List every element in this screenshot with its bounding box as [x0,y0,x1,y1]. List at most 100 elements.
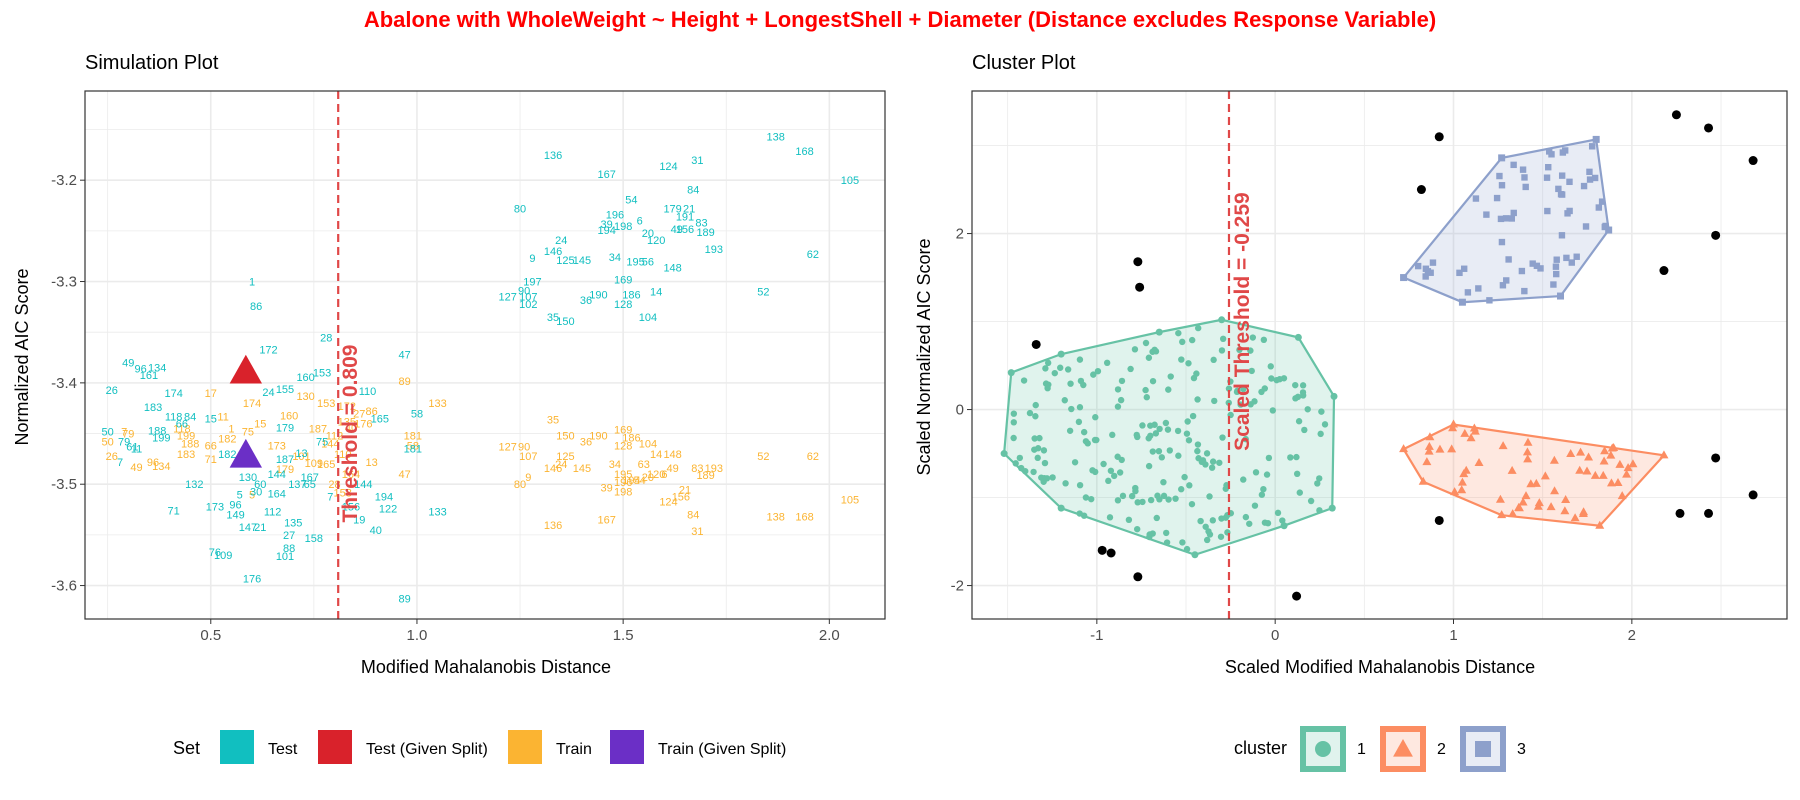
cluster-2-point [1508,509,1518,518]
cluster-1-point [1293,453,1300,461]
cluster-legend-circle-icon [1315,741,1331,757]
cluster-1-point [1202,523,1209,530]
train-point-label: 176 [354,418,372,430]
cluster-1-point [1225,399,1232,406]
cluster-3-point [1502,215,1510,222]
test-point-label: 30 [250,486,262,498]
cluster-1-point [1016,454,1024,462]
test-point-label: 169 [614,274,632,286]
cluster-1-point [1190,374,1198,382]
cluster-1-point [1184,418,1191,425]
cluster-1-point [1032,413,1039,420]
test-point-label: 181 [404,444,422,456]
cluster-legend-title: cluster [1234,738,1287,758]
cluster-1-point [1026,409,1034,417]
train-point-label: 17 [205,388,217,400]
train-point-label: 172 [338,401,356,413]
test-point-label: 167 [597,169,615,181]
cluster-1-point [1133,525,1141,533]
cluster-1-point [1007,369,1015,377]
cluster-1-point [1118,456,1125,464]
test-point-label: 13 [295,448,307,460]
cluster-3-point [1521,174,1528,181]
test-point-label: 28 [320,332,332,344]
cluster-1-point [1080,512,1088,519]
test-point-label: 5 [237,489,243,501]
cluster-1-point [1203,536,1211,544]
cluster-x-tick-label: 1 [1449,627,1457,644]
cluster-legend-label: 3 [1517,741,1526,758]
cluster-1-point [1194,441,1202,448]
cluster-1-point [1165,496,1172,503]
cluster-2-point [1540,471,1550,480]
cluster-2-point [1469,423,1479,432]
train-point-label: 190 [589,431,607,443]
cluster-2-point [1659,450,1669,459]
train-point-label: 21 [679,484,691,496]
cluster-1-point [1167,373,1174,380]
outlier-point [1031,339,1041,349]
cluster-1-point [1125,516,1133,524]
cluster-1-point [1316,475,1323,482]
test-point-label: 47 [398,349,410,361]
test-point-label: 7 [327,491,333,503]
cluster-1-point [1154,492,1161,499]
cluster-1-point [1127,365,1134,373]
cluster-2-point [1575,465,1585,474]
test-point-label: 109 [214,550,232,562]
simulation-plot-y-axis-label: Normalized AIC Score [12,268,32,445]
cluster-1-point [1040,447,1048,454]
cluster-legend-label: 2 [1437,741,1446,758]
cluster-3-point [1429,259,1437,266]
cluster-2-point [1447,444,1457,453]
cluster-2-point [1495,494,1505,503]
test-point-label: 24 [555,235,567,247]
cluster-1-point [1185,360,1192,367]
test-point-label: 198 [614,221,632,233]
test-point-label: 96 [229,499,241,511]
test-point-label: 150 [556,316,574,328]
test-point-label: 172 [259,344,277,356]
train-point-label: 148 [663,449,681,461]
cluster-1-point [1265,454,1273,462]
test-point-label: 191 [676,212,694,224]
cluster-3-point [1557,191,1565,198]
train-point-label: 89 [398,376,410,388]
test-point-label: 186 [622,290,640,302]
cluster-1-point [1307,497,1315,505]
cluster-3-point [1493,194,1501,202]
test-point-label: 71 [168,506,180,518]
train-point-label: 50 [102,437,114,449]
cluster-3-point [1519,166,1527,173]
train-point-label: 136 [544,520,562,532]
cluster-1-point [1292,381,1299,389]
cluster-1-point [1034,454,1041,462]
train-point-label: 168 [795,512,813,524]
test-point-label: 144 [354,479,372,491]
cluster-1-point [1030,468,1037,476]
cluster-2-point [1526,479,1536,488]
train-point-label: 47 [398,469,410,481]
cluster-3-point [1568,259,1575,266]
cluster-1-point [1094,367,1102,375]
test-point-label: 155 [276,384,294,396]
cluster-1-point [1116,469,1124,476]
cluster-1-point [1128,492,1136,500]
cluster-1-point [1152,430,1160,437]
cluster-1-point [1107,467,1115,474]
test-point-label: 104 [639,312,657,324]
cluster-1-point [1206,493,1213,500]
cluster-2-point [1582,466,1592,475]
test-point-label: 135 [284,518,302,530]
set-legend-swatch-test [220,730,254,764]
cluster-3-point [1427,269,1434,276]
cluster-1-point [1090,371,1097,378]
test-point-label: 197 [523,277,541,289]
cluster-legend-triangle-icon [1393,739,1413,757]
cluster-2-point [1399,444,1409,453]
cluster-plot-x-axis-label: Scaled Modified Mahalanobis Distance [1225,657,1535,677]
test-point-label: 66 [176,418,188,430]
set-legend-title: Set [173,738,200,758]
test-point-label: 9 [529,253,535,265]
cluster-1-point [1066,427,1074,434]
